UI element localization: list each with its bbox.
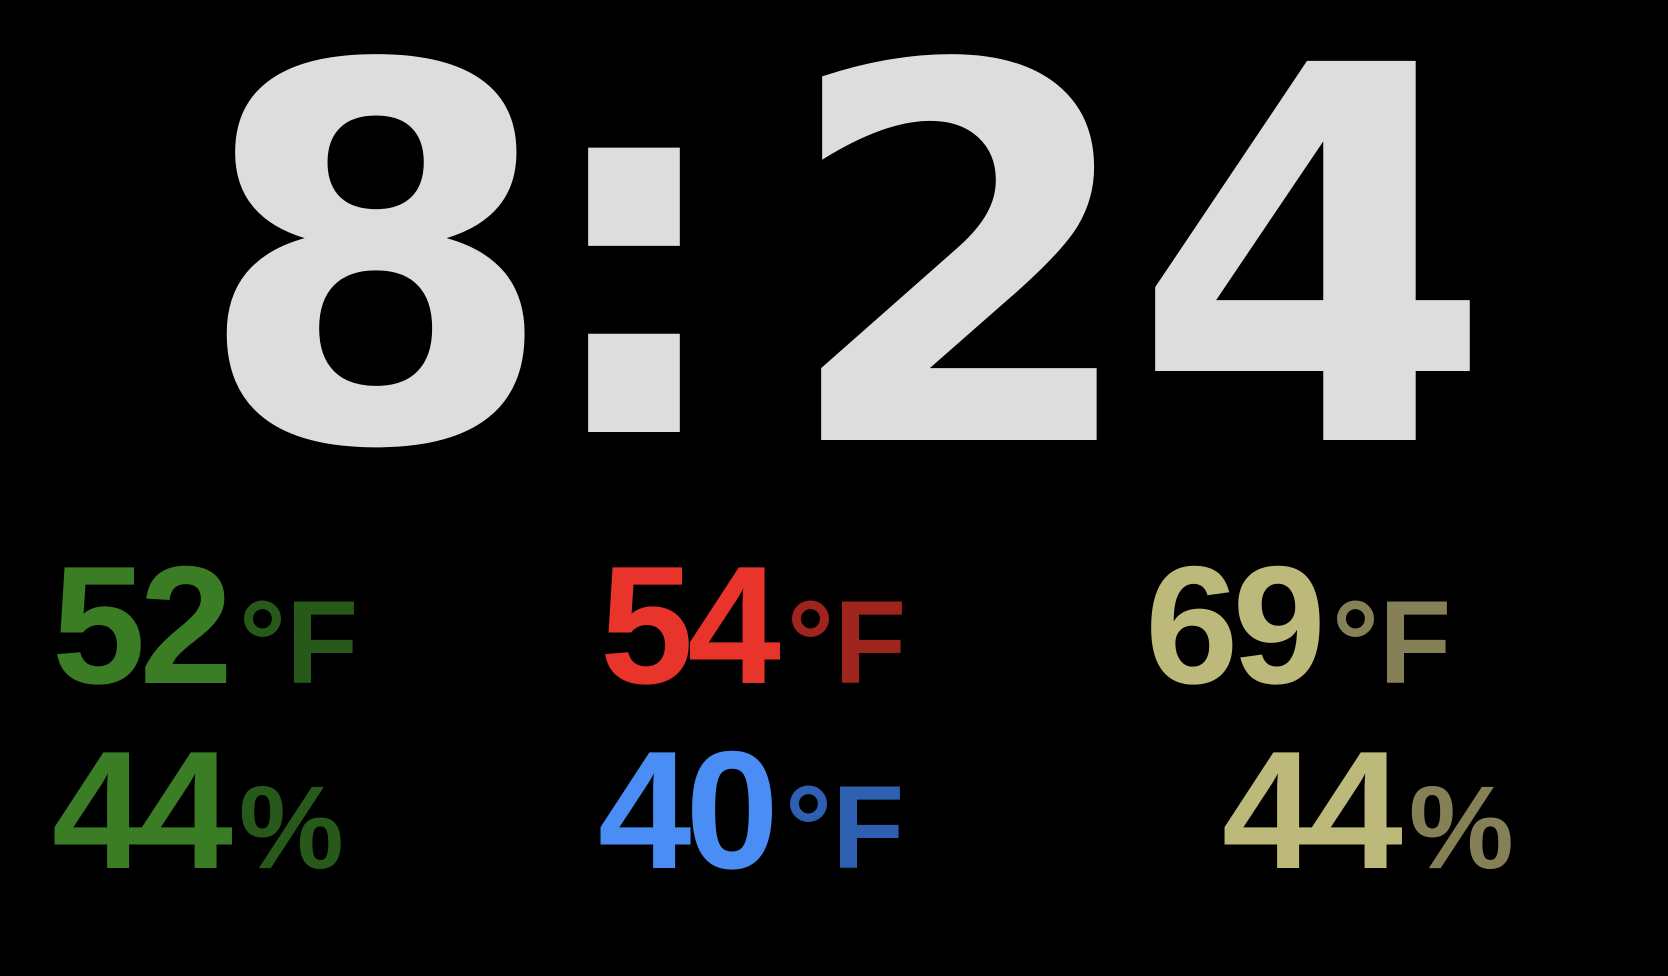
outdoor-humidity-reading: 44%: [52, 726, 344, 894]
reading-unit: °F: [238, 577, 359, 709]
indoor-humidity-reading: 44%: [1222, 726, 1514, 894]
clock-minutes: 24: [780, 0, 1494, 563]
indoor-temperature-reading: 69 °F: [1145, 541, 1451, 709]
reading-value: 69: [1145, 531, 1326, 719]
reading-value: 44: [1222, 716, 1403, 904]
clock-separator: :: [530, 0, 738, 555]
clock-display: 8 : 24: [0, 0, 1668, 563]
reading-value: 52: [52, 531, 233, 719]
reading-unit: °F: [1331, 577, 1452, 709]
clock-hours: 8: [195, 0, 557, 563]
reading-unit: %: [1408, 762, 1514, 894]
reading-value: 44: [52, 716, 233, 904]
reading-unit: °F: [784, 762, 905, 894]
outdoor-temperature-reading: 52 °F: [52, 541, 358, 709]
reading-unit: %: [238, 762, 344, 894]
temperature-reading-blue: 40 °F: [598, 726, 904, 894]
reading-value: 54: [600, 531, 781, 719]
reading-value: 40: [598, 716, 779, 904]
reading-unit: °F: [786, 577, 907, 709]
temperature-reading-red: 54 °F: [600, 541, 906, 709]
